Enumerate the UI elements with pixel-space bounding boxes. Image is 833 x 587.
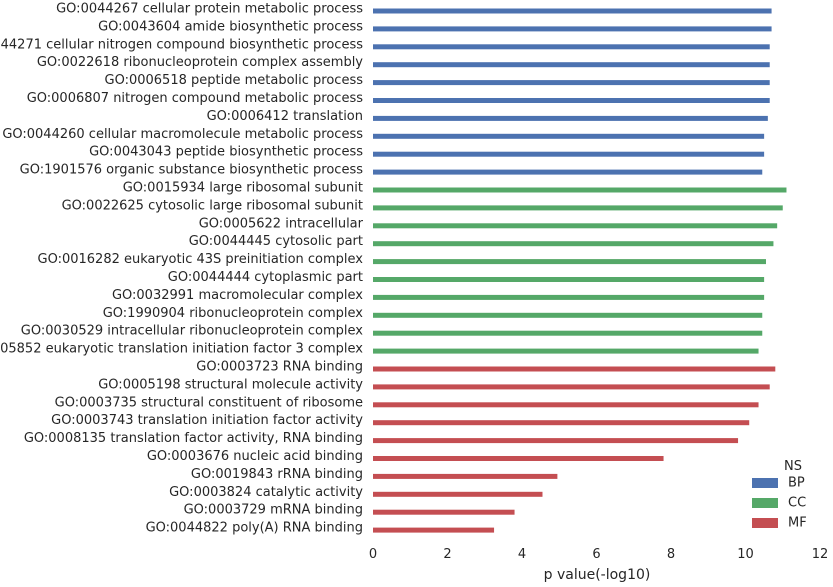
y-tick-label-3: GO:0044271 cellular nitrogen compound bi… (0, 37, 363, 52)
y-tick-label-11: GO:0015934 large ribosomal subunit (123, 181, 363, 196)
bar-25 (373, 438, 739, 444)
x-tick-label-12: 12 (812, 547, 829, 562)
y-tick-label-24: GO:0003743 translation initiation factor… (51, 413, 363, 428)
y-tick-label-10: GO:1901576 organic substance biosyntheti… (20, 163, 364, 178)
y-tick-label-6: GO:0006807 nitrogen compound metabolic p… (27, 91, 364, 106)
y-tick-label-20: GO:0005852 eukaryotic translation initia… (0, 342, 363, 357)
y-tick-label-1: GO:0044267 cellular protein metabolic pr… (56, 2, 363, 17)
y-tick-label-18: GO:1990904 ribonucleoprotein complex (103, 306, 364, 321)
bar-15 (373, 259, 766, 265)
y-tick-label-25: GO:0008135 translation factor activity, … (24, 431, 363, 446)
bar-10 (373, 169, 763, 175)
x-tick-label-4: 4 (518, 547, 526, 562)
x-tick-label-10: 10 (737, 547, 754, 562)
x-tick-label-6: 6 (592, 547, 600, 562)
legend-swatch-cc (752, 498, 778, 508)
bar-5 (373, 80, 770, 86)
bar-18 (373, 312, 763, 318)
legend-swatch-mf (752, 518, 778, 528)
bar-4 (373, 62, 770, 68)
legend-label-bp: BP (788, 476, 805, 491)
x-axis-label: p value(-log10) (544, 567, 651, 583)
bar-14 (373, 241, 774, 247)
y-tick-label-15: GO:0016282 eukaryotic 43S preinitiation … (38, 252, 364, 267)
bar-21 (373, 366, 776, 372)
y-tick-label-8: GO:0044260 cellular macromolecule metabo… (2, 127, 363, 142)
y-tick-label-2: GO:0043604 amide biosynthetic process (98, 19, 363, 34)
bar-20 (373, 348, 759, 354)
bar-13 (373, 223, 778, 229)
y-tick-label-26: GO:0003676 nucleic acid binding (147, 449, 363, 464)
legend-entries: BP CC MF (752, 476, 807, 531)
bar-19 (373, 330, 763, 336)
bar-8 (373, 133, 765, 139)
bar-17 (373, 294, 765, 300)
y-tick-label-28: GO:0003824 catalytic activity (169, 485, 363, 500)
legend-label-cc: CC (788, 496, 806, 511)
y-tick-label-12: GO:0022625 cytosolic large ribosomal sub… (62, 198, 363, 213)
x-tick-labels: 0 2 4 6 8 10 12 (369, 547, 828, 562)
legend-swatch-bp (752, 478, 778, 488)
bar-3 (373, 44, 770, 50)
y-tick-label-7: GO:0006412 translation (207, 109, 363, 124)
y-tick-label-9: GO:0043043 peptide biosynthetic process (89, 145, 363, 160)
y-tick-label-5: GO:0006518 peptide metabolic process (105, 73, 364, 88)
bar-2 (373, 26, 772, 32)
bar-16 (373, 277, 765, 282)
bar-23 (373, 402, 759, 408)
y-tick-label-14: GO:0044445 cytosolic part (189, 234, 363, 249)
y-tick-label-22: GO:0005198 structural molecule activity (98, 377, 363, 392)
y-tick-label-4: GO:0022618 ribonucleoprotein complex ass… (37, 55, 363, 70)
bar-11 (373, 187, 787, 193)
y-tick-label-19: GO:0030529 intracellular ribonucleoprote… (21, 324, 364, 339)
bar-28 (373, 491, 543, 497)
legend-title: NS (784, 459, 802, 474)
bar-1 (373, 8, 772, 14)
legend-label-mf: MF (788, 516, 807, 531)
x-tick-label-2: 2 (443, 547, 451, 562)
bar-22 (373, 384, 770, 390)
bar-26 (373, 456, 664, 461)
y-tick-label-29: GO:0003729 mRNA binding (184, 503, 363, 518)
y-tick-labels: GO:0044267 cellular protein metabolic pr… (0, 2, 364, 536)
legend: NS BP CC MF (752, 459, 807, 531)
y-tick-label-17: GO:0032991 macromolecular complex (112, 288, 363, 303)
y-tick-label-13: GO:0005622 intracellular (199, 216, 364, 231)
bar-12 (373, 205, 783, 211)
y-tick-label-30: GO:0044822 poly(A) RNA binding (146, 521, 363, 536)
x-tick-label-8: 8 (667, 547, 675, 562)
bar-30 (373, 527, 495, 533)
bar-6 (373, 98, 770, 103)
y-tick-label-21: GO:0003723 RNA binding (196, 360, 363, 375)
bars-layer (373, 8, 787, 533)
bar-7 (373, 115, 768, 121)
x-tick-label-0: 0 (369, 547, 377, 562)
y-tick-label-23: GO:0003735 structural constituent of rib… (55, 395, 363, 410)
bar-29 (373, 509, 515, 515)
bar-27 (373, 473, 558, 479)
bar-9 (373, 151, 765, 157)
bar-24 (373, 420, 750, 426)
y-tick-label-16: GO:0044444 cytoplasmic part (168, 270, 363, 285)
y-tick-label-27: GO:0019843 rRNA binding (191, 467, 363, 482)
